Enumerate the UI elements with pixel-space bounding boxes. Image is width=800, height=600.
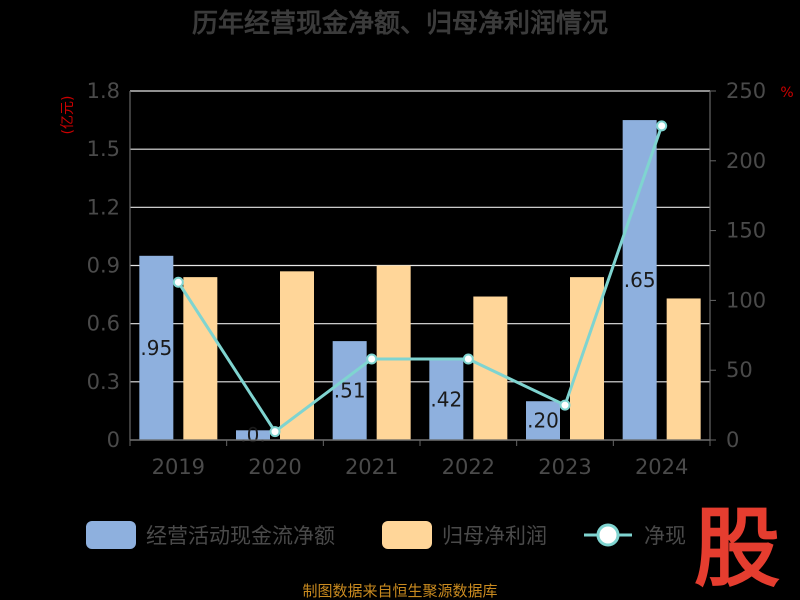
bar (280, 271, 314, 440)
bar-value-label: .42 (430, 387, 462, 411)
legend-swatch (382, 521, 432, 549)
bar (429, 358, 464, 440)
x-tick-label: 2024 (635, 455, 688, 479)
line-point (366, 353, 378, 365)
x-tick-label: 2020 (248, 455, 301, 479)
legend-label: 归母净利润 (442, 524, 547, 548)
watermark-logo: 股 (694, 499, 780, 599)
bars: .95.0..51.42.20.65 (139, 120, 701, 447)
line-path (177, 125, 664, 434)
left-tick-label: 0 (107, 428, 120, 452)
source-note: 制图数据来自恒生聚源数据库 (302, 582, 497, 600)
left-tick-label: 1.2 (87, 195, 120, 219)
left-tick-label: 1.5 (87, 137, 120, 161)
bar-value-label: .95 (140, 336, 172, 360)
bar (332, 341, 367, 440)
left-tick-label: 0.9 (87, 254, 120, 278)
legend-label: 经营活动现金流净额 (146, 524, 335, 548)
legend-swatch (86, 521, 136, 549)
right-tick-label: 0 (726, 428, 739, 452)
bar (666, 298, 701, 440)
bar (139, 255, 174, 440)
bar-value-label: .20 (527, 409, 559, 433)
bar-value-label: .0. (240, 423, 265, 447)
line-point (462, 353, 474, 365)
line-point (172, 276, 184, 288)
axes: 0 0.3 0.6 0.9 1.2 1.5 1.8 0 50 100 150 200 250 2019 20… (87, 79, 767, 479)
left-tick-label: 0.6 (87, 312, 120, 336)
bar (236, 430, 270, 440)
line-series (172, 120, 668, 438)
right-tick-label: 150 (726, 219, 766, 243)
line-point (269, 426, 281, 438)
left-axis-unit: (亿元) (60, 96, 76, 135)
grid (130, 90, 710, 441)
x-tick-label: 2019 (152, 455, 205, 479)
left-tick-label: 0.3 (87, 370, 120, 394)
line-point (656, 120, 668, 132)
right-tick-label: 200 (726, 149, 766, 173)
x-tick-label: 2023 (538, 455, 591, 479)
right-axis-unit: % (780, 85, 793, 101)
legend-label: 净现 (644, 524, 686, 548)
right-tick-label: 250 (726, 79, 766, 103)
right-tick-label: 100 (726, 288, 766, 312)
legend-marker (596, 523, 620, 547)
bar (622, 120, 657, 440)
bar (183, 277, 218, 440)
bar (376, 265, 411, 440)
left-tick-label: 1.8 (87, 79, 120, 103)
chart-title: 历年经营现金净额、归母净利润情况 (192, 8, 608, 39)
legend: 经营活动现金流净额 归母净利润 净现 (86, 521, 686, 549)
bar (526, 401, 560, 440)
bar (570, 277, 604, 440)
line-point (559, 399, 571, 411)
right-tick-label: 50 (726, 358, 753, 382)
x-tick-label: 2022 (442, 455, 495, 479)
bar-value-label: .65 (624, 268, 656, 292)
x-tick-label: 2021 (345, 455, 398, 479)
